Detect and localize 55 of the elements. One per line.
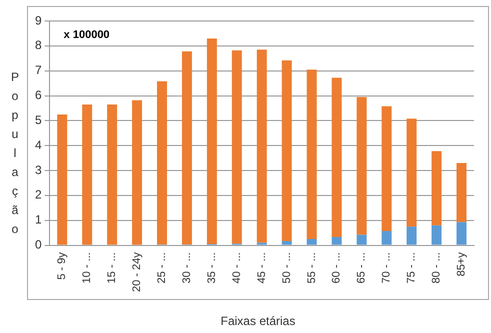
bar (232, 50, 242, 244)
bar (456, 163, 467, 222)
bar (282, 60, 292, 242)
bar (432, 151, 442, 226)
y-tick-label: 3 (34, 162, 42, 177)
y-tick-label: 0 (34, 238, 42, 252)
x-tick-label: 40 - ... (230, 252, 243, 284)
bar (206, 38, 217, 244)
y-tick-label: 9 (34, 13, 42, 28)
x-tick-label: 70 - ... (380, 252, 393, 284)
x-axis-title: Faixas etárias (220, 314, 296, 328)
bar (107, 104, 118, 245)
y-tick-label: 4 (34, 138, 42, 152)
x-tick-label: 80 - ... (430, 252, 443, 284)
bar (132, 100, 142, 245)
x-tick-label: 20 - 24y (131, 252, 144, 292)
annotation: x 100000 (64, 29, 110, 42)
y-tick-label: 8 (34, 38, 42, 52)
x-tick-label: 65 - ... (356, 252, 368, 284)
y-tick-label: 1 (34, 212, 42, 227)
bar (406, 226, 417, 245)
y-tick-label: 2 (34, 188, 42, 202)
bar (332, 78, 342, 238)
x-tick-label: 85+y (456, 252, 468, 276)
x-tick-label: 30 - ... (180, 252, 193, 284)
bar (182, 51, 192, 245)
y-axis-title: População (8, 70, 22, 243)
x-tick-label: 60 - ... (330, 252, 343, 284)
bar (282, 241, 292, 245)
x-tick-label: 25 - ... (156, 252, 168, 284)
bar (57, 114, 68, 245)
bar (356, 234, 367, 245)
bar (157, 81, 167, 245)
x-tick-label: 35 - ... (206, 252, 218, 284)
bar (306, 239, 317, 245)
y-tick-label: 5 (34, 112, 42, 127)
x-tick-label: 50 - ... (280, 252, 293, 284)
x-tick-label: 75 - ... (406, 252, 418, 284)
y-tick-label: 7 (34, 63, 42, 78)
x-tick-label: 5 - 9y (56, 252, 68, 280)
bar (332, 237, 342, 245)
y-tick-label: 6 (34, 88, 42, 102)
x-tick-label: 55 - ... (306, 252, 318, 284)
x-tick-label: 10 - ... (81, 252, 94, 284)
bar (432, 225, 442, 245)
bar (82, 104, 92, 245)
bar (382, 106, 392, 232)
x-tick-label: 15 - ... (106, 252, 118, 284)
bar (356, 96, 367, 235)
bar (456, 222, 467, 245)
bar (306, 70, 317, 240)
bar (406, 118, 417, 227)
x-tick-label: 45 - ... (256, 252, 268, 284)
bar (382, 231, 392, 245)
bar (256, 50, 267, 243)
